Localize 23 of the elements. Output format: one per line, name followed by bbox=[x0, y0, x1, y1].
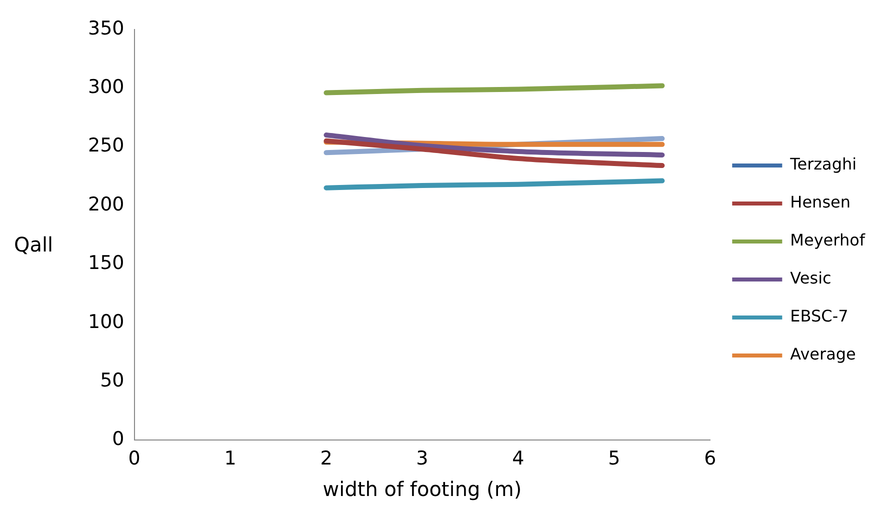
x-tick-label: 1 bbox=[224, 448, 236, 470]
y-tick-label: 100 bbox=[88, 310, 124, 333]
legend-label: Vesic bbox=[790, 268, 832, 288]
x-tick-label: 3 bbox=[416, 448, 428, 470]
x-tick-label: 0 bbox=[128, 448, 140, 470]
y-tick-label: 50 bbox=[100, 369, 124, 392]
y-tick-label: 0 bbox=[112, 428, 124, 450]
x-tick-label: 2 bbox=[320, 448, 332, 470]
legend-label: Meyerhof bbox=[790, 230, 866, 250]
x-tick-label: 6 bbox=[704, 448, 716, 470]
y-tick-label: 300 bbox=[88, 76, 124, 98]
y-tick-label: 200 bbox=[88, 193, 124, 216]
x-axis-title: width of footing (m) bbox=[322, 477, 522, 502]
legend-label: Average bbox=[790, 344, 856, 364]
legend-label: Terzaghi bbox=[789, 154, 857, 174]
legend-label: Hensen bbox=[790, 192, 851, 212]
y-axis-title: Qall bbox=[14, 232, 54, 257]
x-tick-label: 4 bbox=[512, 448, 524, 470]
y-tick-label: 250 bbox=[88, 134, 124, 157]
legend-label: EBSC-7 bbox=[790, 306, 848, 326]
x-tick-label: 5 bbox=[608, 448, 620, 470]
y-tick-label: 150 bbox=[88, 252, 124, 274]
y-tick-label: 350 bbox=[88, 17, 124, 40]
